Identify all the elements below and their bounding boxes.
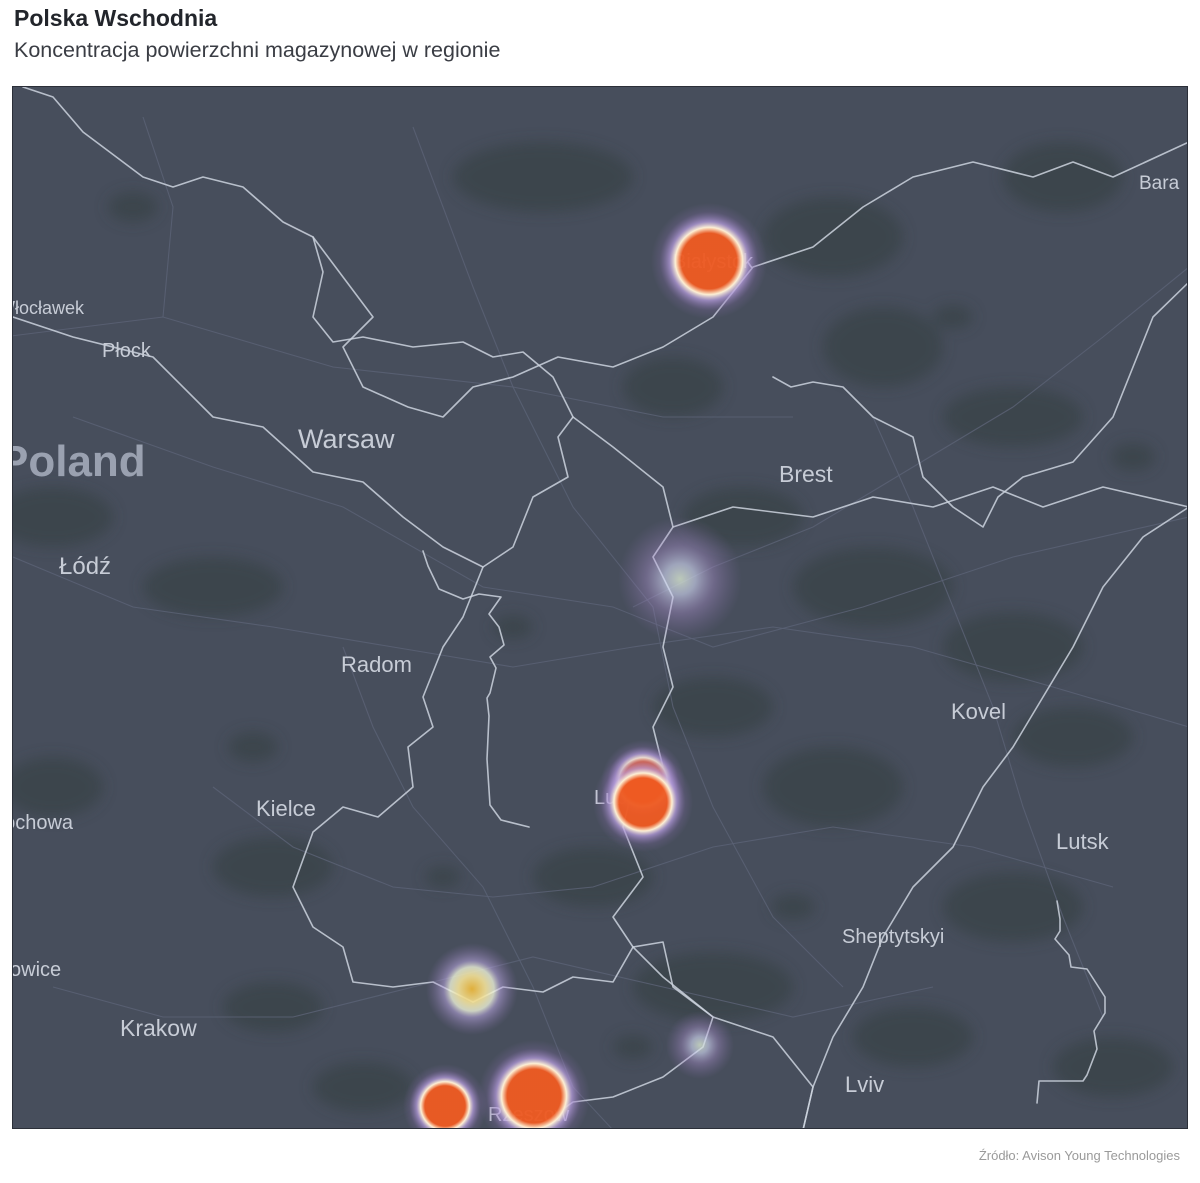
svg-text:Kovel: Kovel bbox=[951, 699, 1006, 724]
svg-text:Brest: Brest bbox=[779, 461, 833, 487]
svg-text:Krakow: Krakow bbox=[120, 1015, 197, 1041]
svg-text:Poland: Poland bbox=[13, 437, 146, 486]
svg-text:Warsaw: Warsaw bbox=[298, 424, 395, 454]
svg-text:Lutsk: Lutsk bbox=[1056, 829, 1110, 854]
svg-text:Kielce: Kielce bbox=[256, 796, 316, 821]
svg-text:Katowice: Katowice bbox=[13, 959, 61, 981]
svg-text:Częstochowa: Częstochowa bbox=[13, 812, 74, 834]
svg-text:Radom: Radom bbox=[341, 652, 412, 677]
svg-text:Włocławek: Włocławek bbox=[13, 298, 85, 318]
svg-text:Płock: Płock bbox=[102, 340, 152, 362]
svg-text:Bara: Bara bbox=[1139, 173, 1180, 194]
svg-text:Łódź: Łódź bbox=[59, 553, 111, 580]
svg-text:Lviv: Lviv bbox=[845, 1072, 884, 1097]
svg-text:Sheptytskyi: Sheptytskyi bbox=[842, 926, 944, 948]
